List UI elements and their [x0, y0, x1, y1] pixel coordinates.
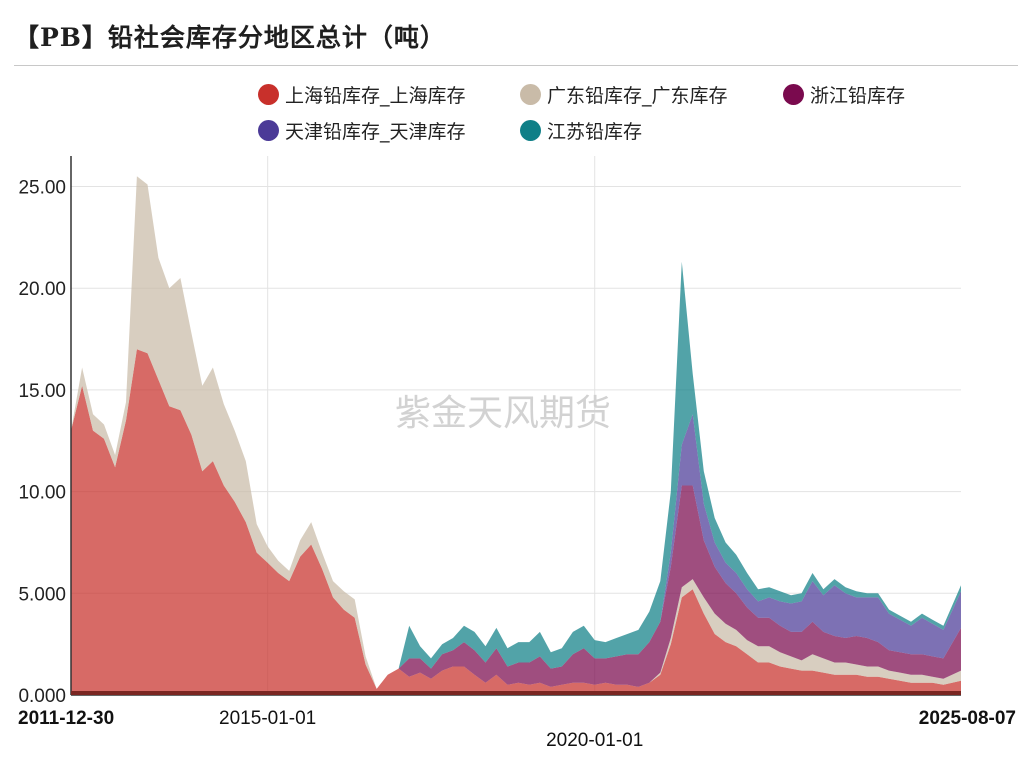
legend-label-tianjin: 天津铅库存_天津库存 [285, 121, 466, 143]
legend-label-shanghai: 上海铅库存_上海库存 [285, 85, 466, 107]
title-divider [14, 65, 1018, 66]
legend-label-zhejiang: 浙江铅库存 [810, 85, 906, 107]
chart-title: 【PB】铅社会库存分地区总计（吨） [14, 23, 446, 52]
legend-item-guangdong[interactable]: 广东铅库存_广东库存 [520, 81, 728, 108]
legend-item-jiangsu[interactable]: 江苏铅库存 [520, 117, 642, 144]
x-axis-ticks: 2011-12-30 2015-01-01 2020-01-01 2025-08-07 [18, 708, 1016, 751]
legend: 上海铅库存_上海库存 广东铅库存_广东库存 浙江铅库存 天津铅库存_天津库存 江… [0, 0, 1029, 150]
legend-swatch-zhejiang [783, 84, 804, 105]
y-tick-label-3: 15.00 [18, 381, 66, 402]
area-series-jiangsu [71, 176, 961, 689]
legend-label-guangdong: 广东铅库存_广东库存 [547, 85, 728, 107]
y-axis-ticks: 0.000 5.000 10.00 15.00 20.00 25.00 [18, 178, 66, 707]
stacked-areas [71, 176, 961, 695]
area-series-shanghai [71, 349, 961, 695]
y-tick-label-2: 10.00 [18, 483, 66, 504]
area-series-guangdong [71, 176, 961, 689]
x-tick-label-1: 2015-01-01 [219, 708, 316, 729]
baseline-band [71, 691, 961, 695]
area-series-tianjin [71, 176, 961, 689]
watermark: 紫金天风期货 [395, 392, 611, 433]
legend-swatch-shanghai [258, 84, 279, 105]
x-tick-label-2: 2020-01-01 [546, 730, 643, 751]
x-tick-label-3: 2025-08-07 [919, 708, 1016, 729]
y-tick-label-1: 5.000 [18, 584, 66, 605]
legend-item-zhejiang[interactable]: 浙江铅库存 [783, 81, 905, 108]
legend-swatch-jiangsu [520, 120, 541, 141]
y-tick-label-5: 25.00 [18, 178, 66, 199]
legend-item-shanghai[interactable]: 上海铅库存_上海库存 [258, 81, 466, 108]
legend-swatch-guangdong [520, 84, 541, 105]
x-tick-label-0: 2011-12-30 [18, 708, 114, 729]
y-tick-label-4: 20.00 [18, 279, 66, 300]
axes [70, 156, 961, 696]
y-tick-label-0: 0.000 [18, 686, 66, 707]
legend-label-jiangsu: 江苏铅库存 [547, 121, 643, 143]
legend-swatch-tianjin [258, 120, 279, 141]
legend-item-tianjin[interactable]: 天津铅库存_天津库存 [258, 117, 466, 144]
